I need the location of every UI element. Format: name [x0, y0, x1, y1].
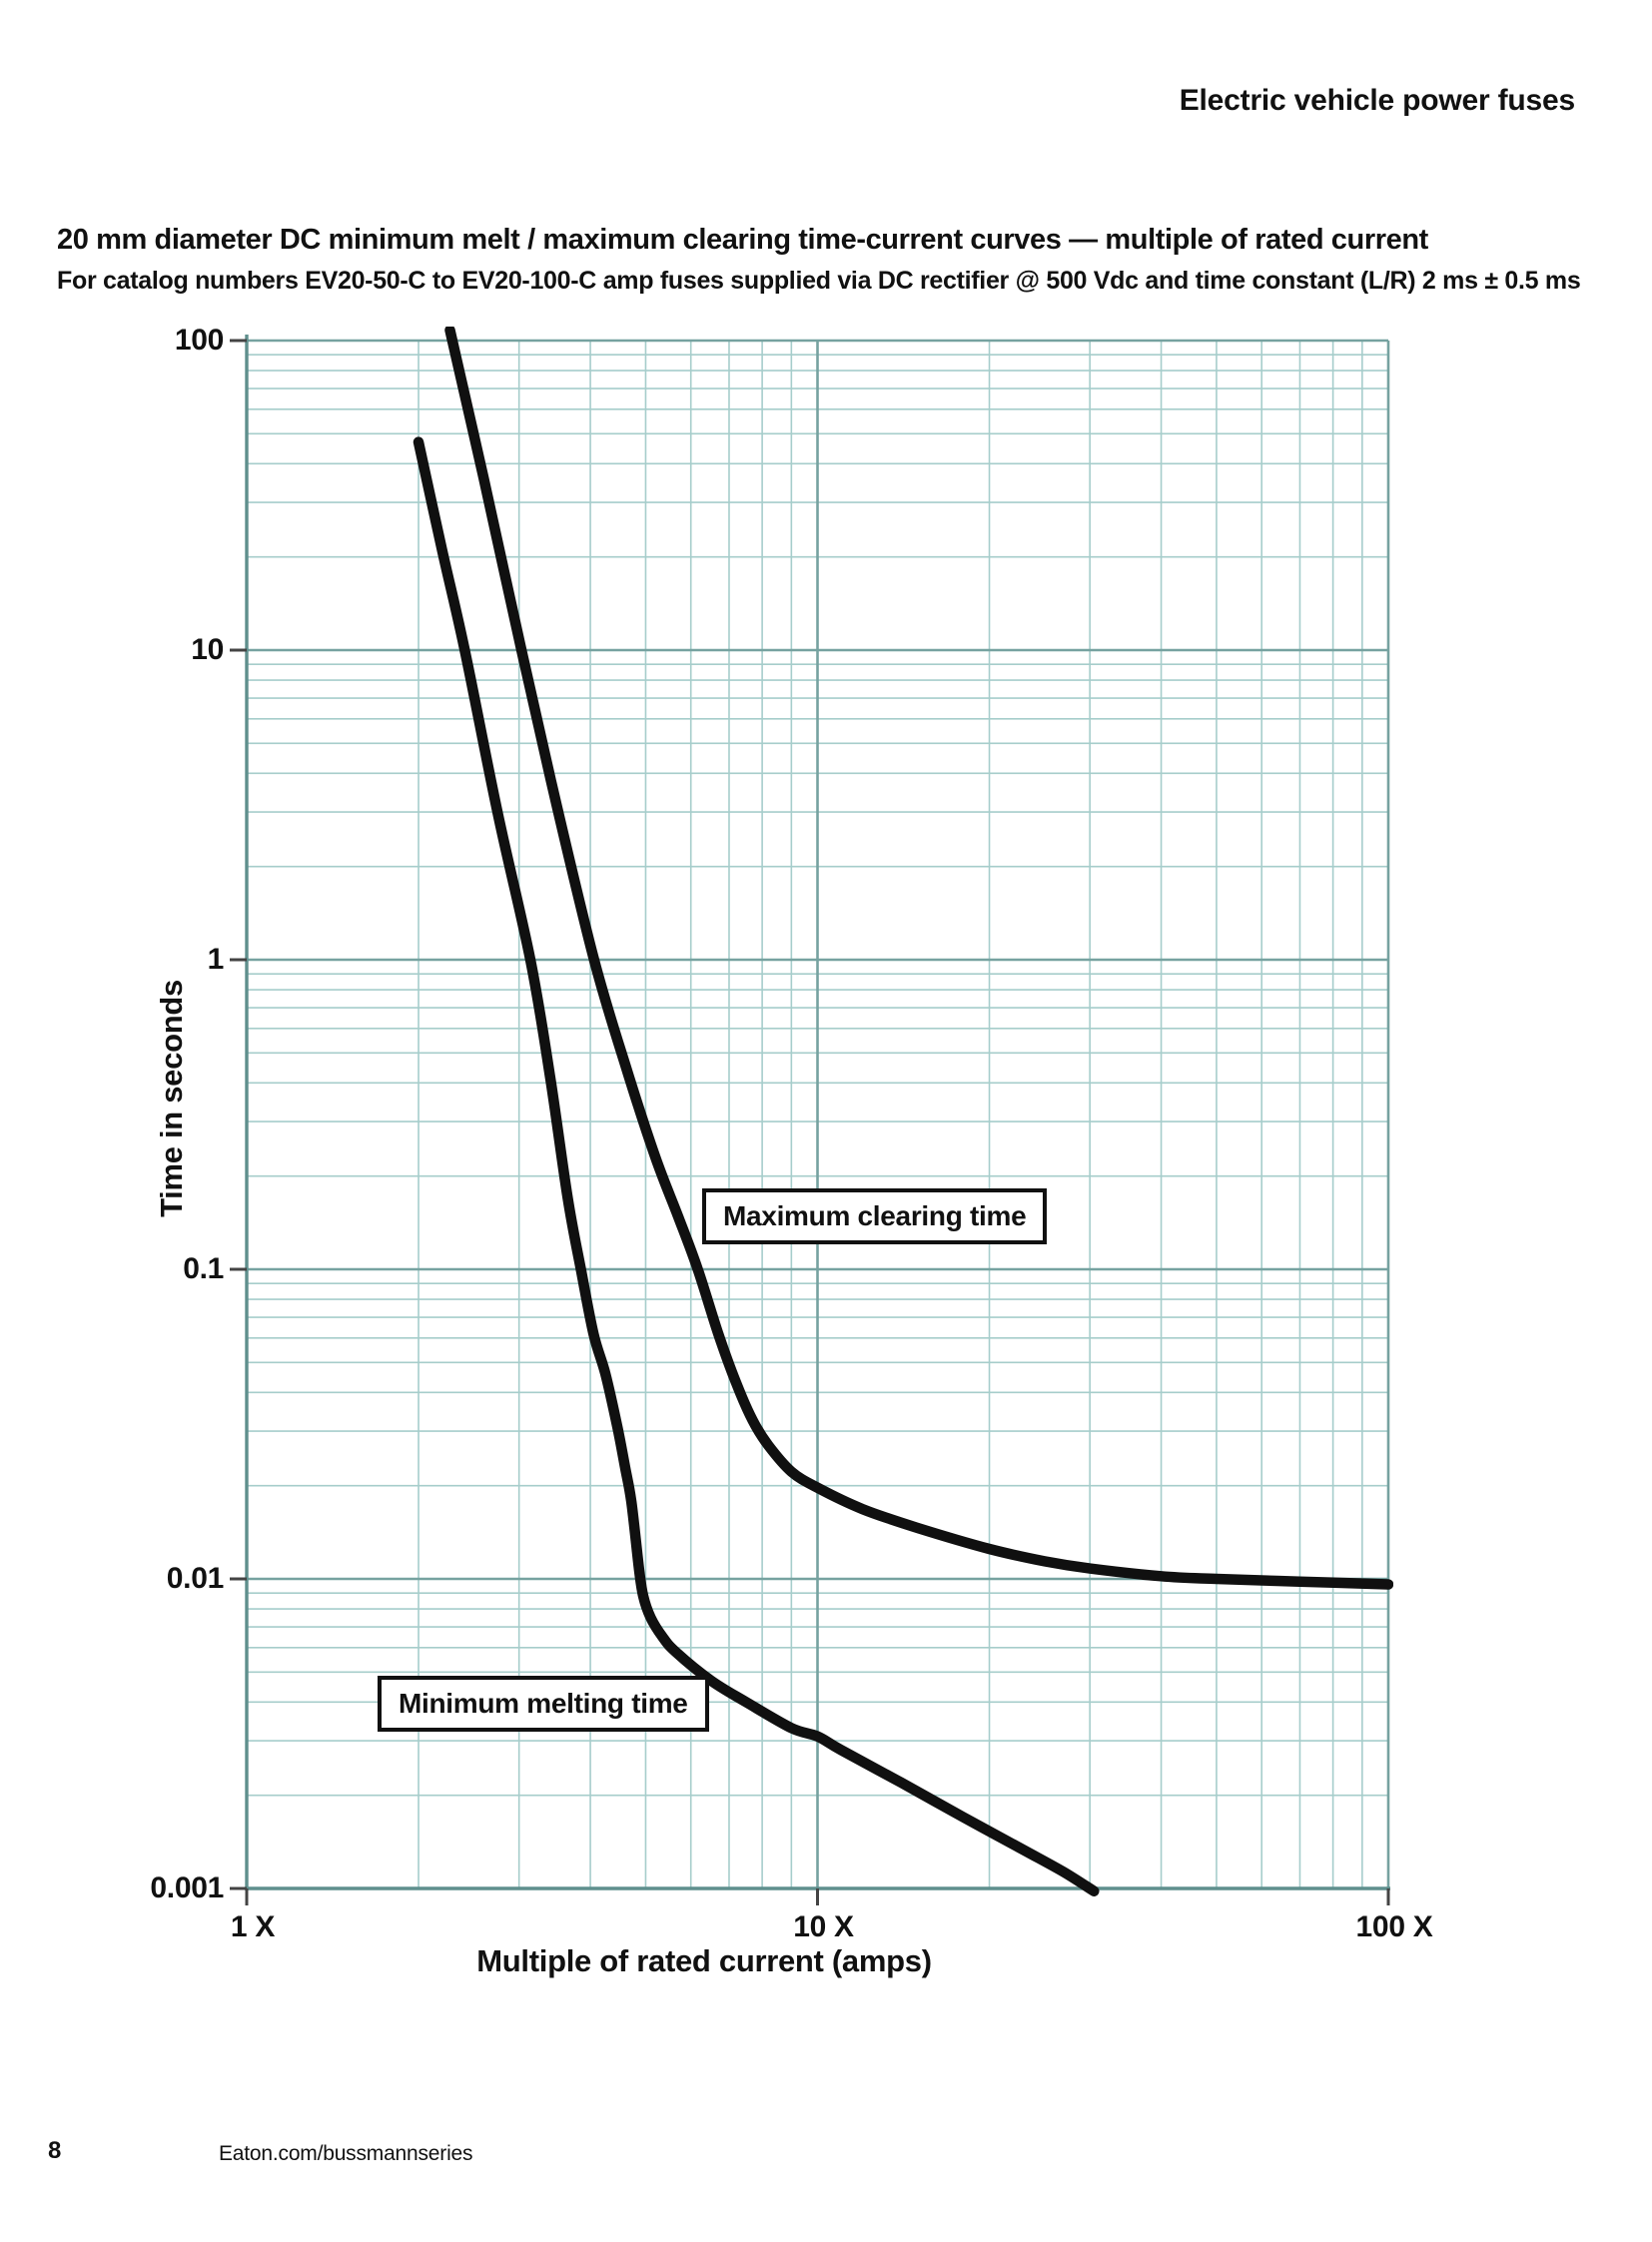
y-tick-label: 1: [207, 943, 225, 976]
page-header: Electric vehicle power fuses: [1179, 84, 1575, 117]
x-tick-label: 100 X: [1355, 1910, 1433, 1943]
x-axis-title: Multiple of rated current (amps): [476, 1943, 932, 1978]
min-melting-time-curve: [413, 436, 1100, 1896]
max-clearing-time-label: Maximum clearing time: [702, 1188, 1048, 1244]
footer-url: Eaton.com/bussmannseries: [219, 2142, 473, 2165]
min-melting-time-label: Minimum melting time: [378, 1676, 709, 1732]
y-tick-label: 100: [174, 324, 224, 357]
y-tick-label: 10: [191, 633, 224, 666]
chart-subtitle: For catalog numbers EV20-50-C to EV20-10…: [57, 267, 1581, 295]
max-clearing-time-curve: [444, 327, 1393, 1590]
y-axis-title: Time in seconds: [154, 980, 189, 1217]
page-number: 8: [48, 2137, 62, 2164]
chart-title: 20 mm diameter DC minimum melt / maximum…: [57, 224, 1428, 256]
y-tick-label: 0.01: [166, 1562, 225, 1595]
y-tick-label: 0.001: [150, 1871, 224, 1904]
x-tick-label: 1 X: [230, 1910, 276, 1943]
x-tick-label: 10 X: [793, 1910, 854, 1943]
y-tick-label: 0.1: [183, 1252, 224, 1285]
